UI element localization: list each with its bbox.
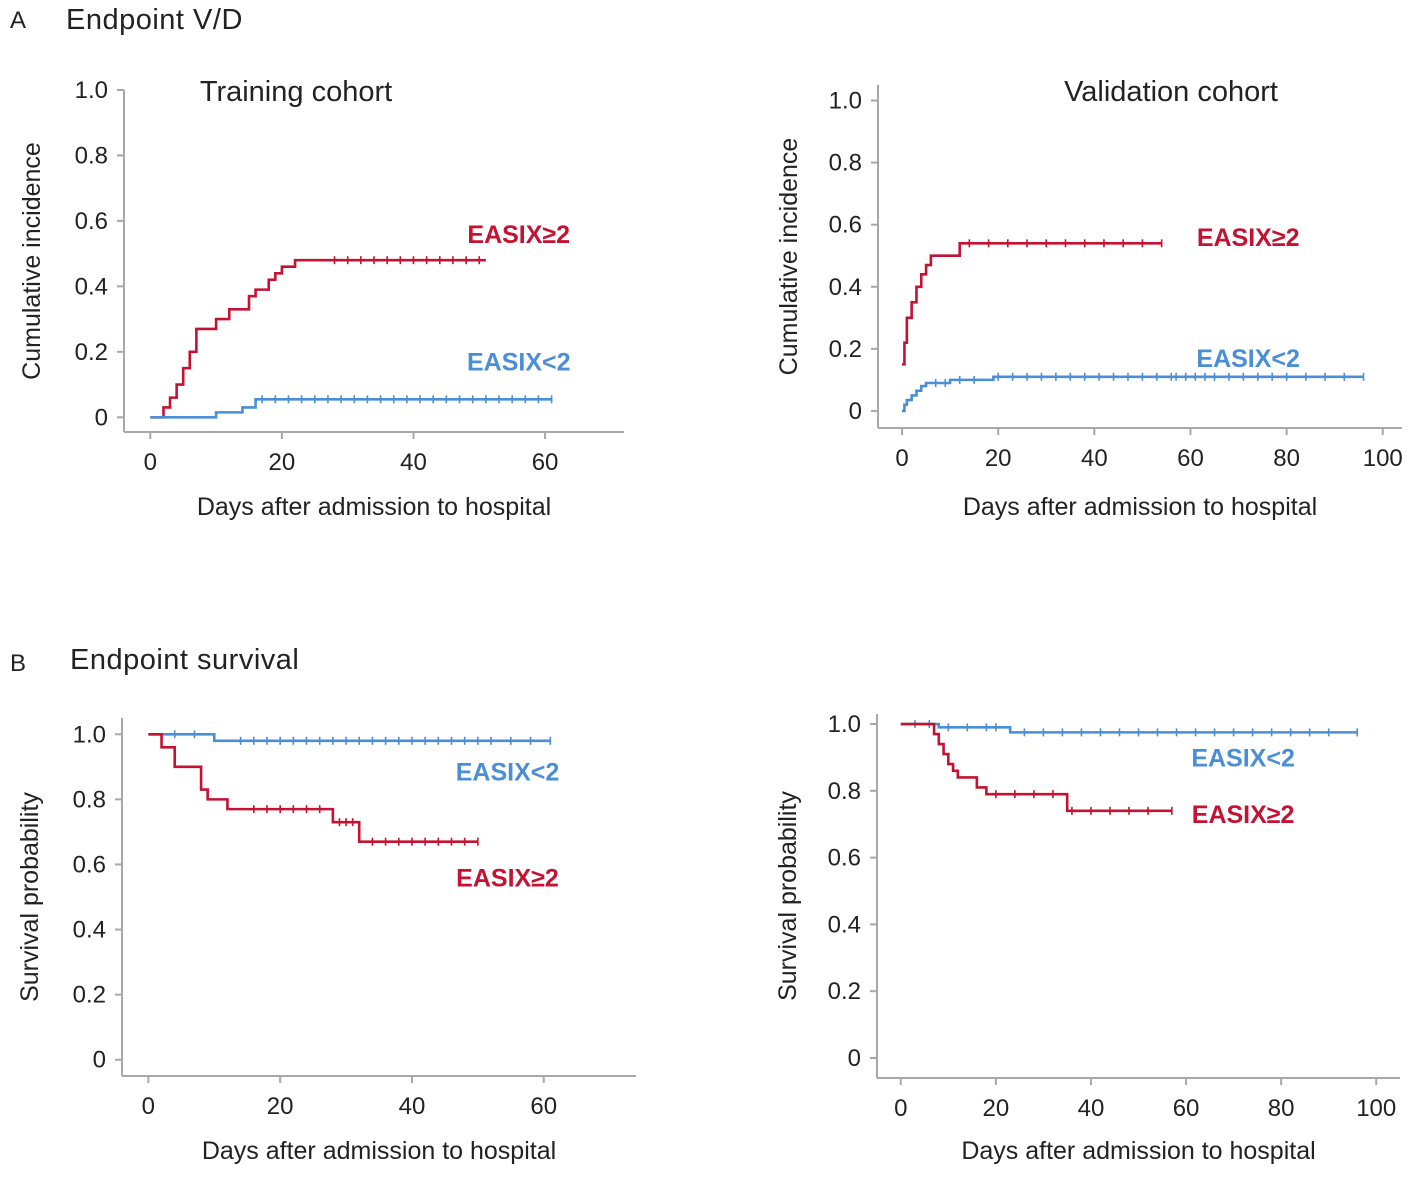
panel-b-title: Endpoint survival [70, 644, 300, 676]
panel-a-letter: A [10, 7, 27, 34]
x-tick-label: 80 [1268, 1095, 1295, 1122]
y-tick-label: 0 [95, 404, 108, 431]
x-tick-label: 40 [1078, 1095, 1105, 1122]
y-tick-label: 1.0 [828, 711, 861, 738]
x-tick-label: 60 [530, 1093, 557, 1120]
x-tick-label: 40 [400, 449, 427, 476]
y-tick-label: 0.6 [829, 212, 862, 239]
series-line-easix-lt-2 [150, 397, 552, 419]
y-tick-label: 1.0 [829, 88, 862, 115]
y-tick-label: 0.2 [829, 336, 862, 363]
series-line-easix-lt-2 [900, 722, 1358, 734]
y-tick-label: 0.2 [73, 982, 106, 1009]
x-tick-label: 100 [1356, 1095, 1396, 1122]
series-line-easix-lt-2 [148, 732, 551, 743]
x-tick-label: 40 [1081, 445, 1108, 472]
curve-label-easix-lt-2: EASIX<2 [1191, 744, 1295, 772]
x-tick-label: 0 [142, 1093, 155, 1120]
y-tick-label: 0 [849, 398, 862, 425]
y-tick-label: 0 [93, 1047, 106, 1074]
panel-a-title: Endpoint V/D [66, 4, 243, 36]
x-axis-label: Days after admission to hospital [202, 1137, 556, 1165]
y-tick-label: 0.2 [75, 339, 108, 366]
y-tick-label: 0.6 [73, 851, 106, 878]
curve-label-easix-lt-2: EASIX<2 [1196, 345, 1300, 373]
y-axis-label: Cumulative incidence [18, 142, 46, 380]
curve-label-easix-lt-2: EASIX<2 [456, 759, 560, 787]
curve-label-easix-ge-2: EASIX≥2 [1192, 801, 1295, 829]
x-axis-label: Days after admission to hospital [961, 1137, 1315, 1165]
curve-label-easix-ge-2: EASIX≥2 [1197, 224, 1300, 252]
curve-label-easix-ge-2: EASIX≥2 [456, 864, 559, 892]
x-tick-label: 40 [399, 1093, 426, 1120]
curve-label-easix-ge-2: EASIX≥2 [467, 221, 570, 249]
x-axis-label: Days after admission to hospital [963, 493, 1317, 521]
y-tick-label: 0.8 [829, 150, 862, 177]
x-tick-label: 0 [894, 1095, 907, 1122]
y-tick-label: 0.4 [829, 274, 862, 301]
y-tick-label: 0.8 [75, 142, 108, 169]
y-axis-label: Survival probability [16, 792, 44, 1002]
series-line-easix-ge-2 [900, 722, 1172, 813]
y-tick-label: 0.4 [828, 911, 861, 938]
x-tick-label: 20 [269, 449, 296, 476]
y-tick-label: 0.4 [75, 273, 108, 300]
y-tick-label: 1.0 [73, 721, 106, 748]
x-tick-label: 20 [983, 1095, 1010, 1122]
y-tick-label: 0.6 [75, 208, 108, 235]
y-axis-label: Cumulative incidence [775, 138, 803, 376]
chart-title: Validation cohort [1064, 76, 1278, 108]
x-tick-label: 20 [985, 445, 1012, 472]
x-tick-label: 60 [1177, 445, 1204, 472]
y-tick-label: 1.0 [75, 77, 108, 104]
series-line-easix-ge-2 [150, 258, 486, 419]
chart-title: Training cohort [200, 76, 392, 108]
y-tick-label: 0.2 [828, 978, 861, 1005]
x-tick-label: 80 [1273, 445, 1300, 472]
series-line-easix-lt-2 [902, 375, 1364, 413]
x-tick-label: 60 [532, 449, 559, 476]
x-tick-label: 100 [1363, 445, 1403, 472]
y-tick-label: 0.8 [828, 778, 861, 805]
x-tick-label: 60 [1173, 1095, 1200, 1122]
y-tick-label: 0.4 [73, 917, 106, 944]
x-tick-label: 20 [267, 1093, 294, 1120]
y-tick-label: 0.6 [828, 845, 861, 872]
y-tick-label: 0 [848, 1045, 861, 1072]
y-tick-label: 0.8 [73, 786, 106, 813]
x-tick-label: 0 [895, 445, 908, 472]
series-line-easix-ge-2 [902, 242, 1162, 366]
panel-b-letter: B [10, 650, 27, 677]
y-axis-label: Survival probability [774, 791, 802, 1001]
curve-label-easix-lt-2: EASIX<2 [467, 349, 571, 377]
x-axis-label: Days after admission to hospital [197, 493, 551, 521]
x-tick-label: 0 [144, 449, 157, 476]
